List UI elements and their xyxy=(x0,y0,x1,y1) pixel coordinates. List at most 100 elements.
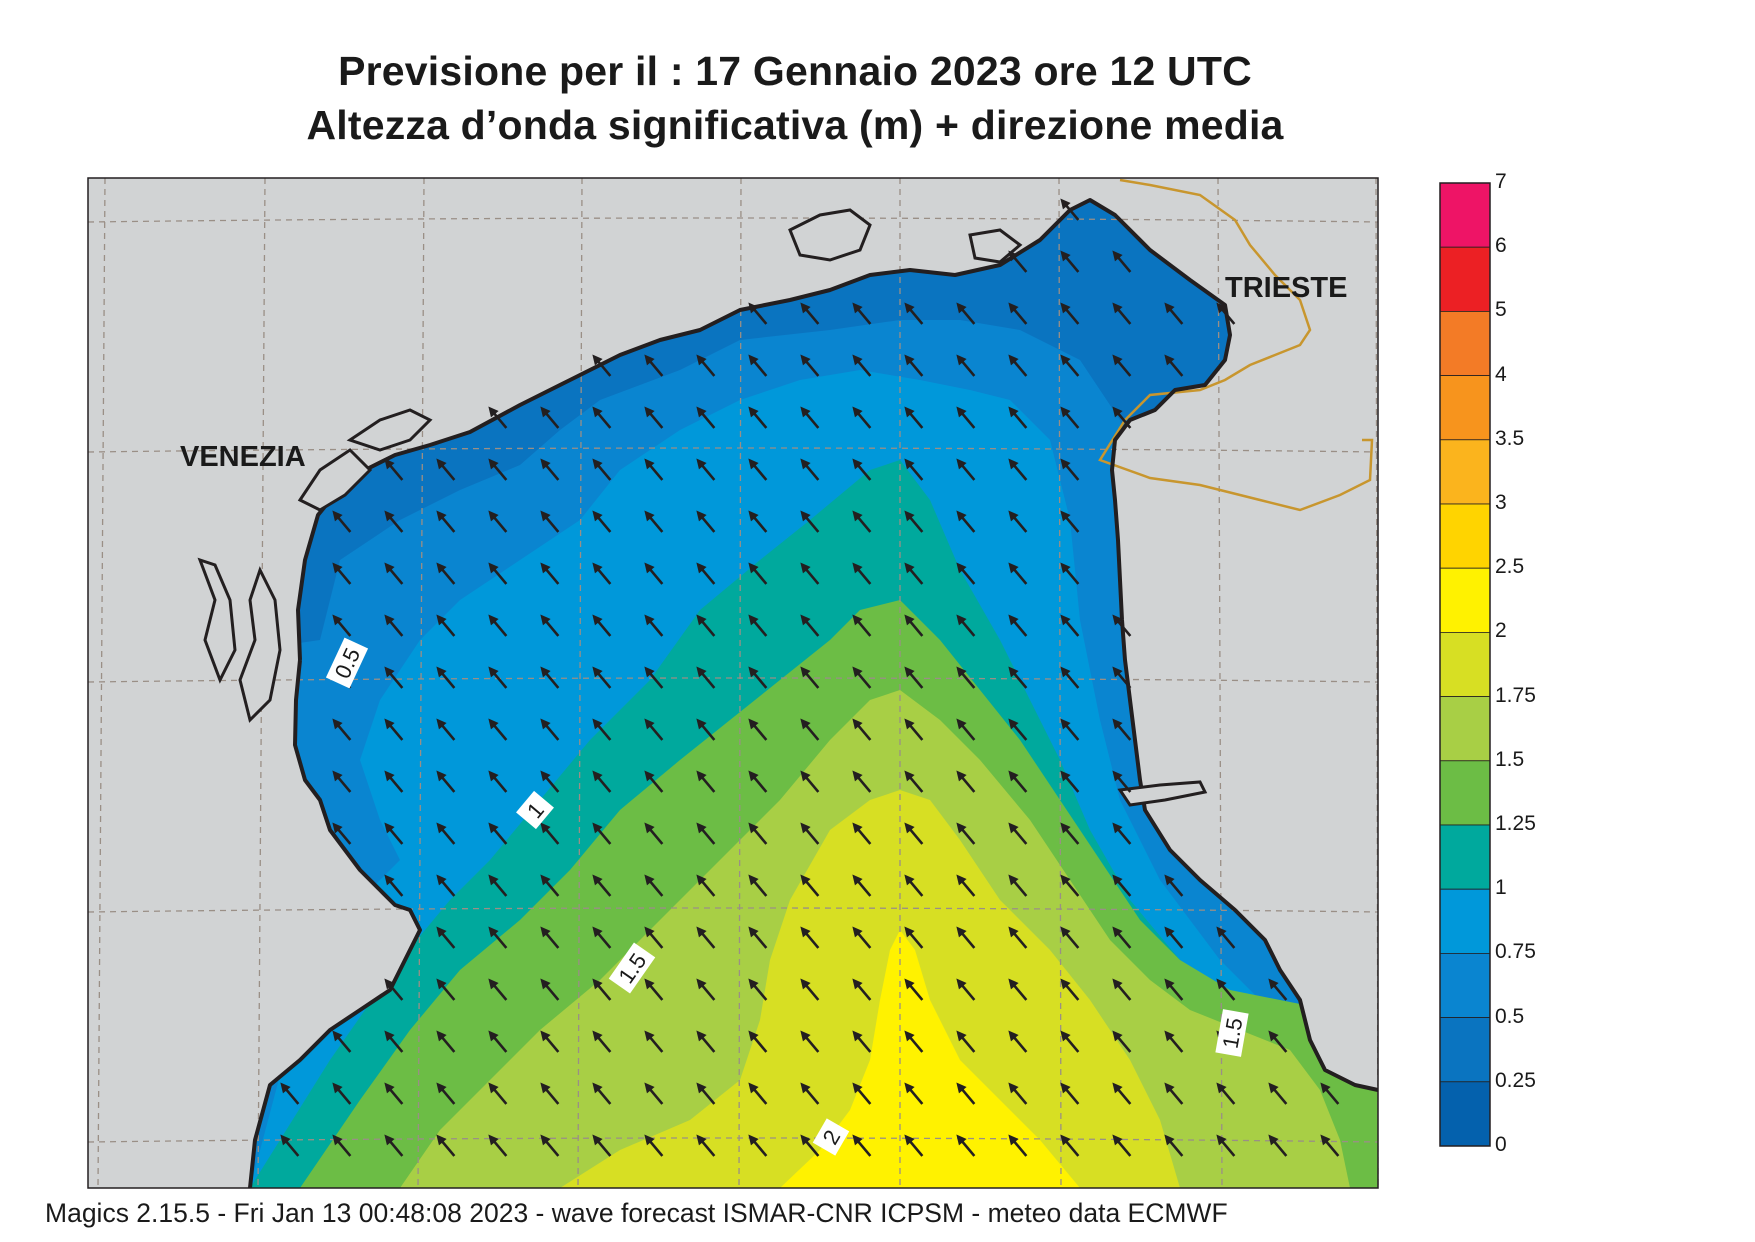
wave-direction-arrow xyxy=(644,874,664,897)
wave-direction-arrow xyxy=(956,458,976,481)
wave-direction-arrow xyxy=(1060,1082,1080,1105)
wave-direction-arrow xyxy=(904,926,924,949)
wave-direction-arrow xyxy=(488,458,508,481)
wave-direction-arrow xyxy=(904,666,924,689)
legend-label: 0.5 xyxy=(1495,1004,1525,1028)
wave-direction-arrow xyxy=(748,458,768,481)
wave-direction-arrow xyxy=(1008,562,1028,585)
wave-direction-arrow xyxy=(540,822,560,845)
map-title-line2: Altezza d’onda significativa (m) + direz… xyxy=(306,102,1284,148)
wave-direction-arrow xyxy=(956,874,976,897)
wave-direction-arrow xyxy=(748,666,768,689)
wave-direction-arrow xyxy=(592,458,612,481)
wave-direction-arrow xyxy=(748,874,768,897)
wave-direction-arrow xyxy=(540,458,560,481)
band-1.75-2 xyxy=(560,790,1180,1188)
wave-direction-arrow xyxy=(1164,354,1184,377)
wave-direction-arrow xyxy=(1008,718,1028,741)
wave-direction-arrow xyxy=(384,770,404,793)
wave-direction-arrow xyxy=(1268,1030,1288,1053)
legend-label: 0.75 xyxy=(1495,940,1536,964)
wave-height-field xyxy=(250,200,1378,1188)
wave-direction-arrow xyxy=(488,926,508,949)
legend-label: 1.5 xyxy=(1495,747,1525,771)
wave-direction-arrow xyxy=(1164,1082,1184,1105)
wave-direction-arrow xyxy=(696,1082,716,1105)
legend-label: 5 xyxy=(1495,298,1507,322)
wave-direction-arrow xyxy=(696,718,716,741)
wave-direction-arrow xyxy=(436,1082,456,1105)
wave-direction-arrow xyxy=(644,718,664,741)
wave-direction-arrow xyxy=(956,406,976,429)
wave-direction-arrow xyxy=(852,406,872,429)
wave-direction-arrow xyxy=(852,302,872,325)
wave-direction-arrow xyxy=(436,458,456,481)
wave-direction-arrow xyxy=(904,1134,924,1157)
wave-direction-arrow xyxy=(644,562,664,585)
wave-direction-arrow xyxy=(592,510,612,533)
wave-direction-arrow xyxy=(800,1082,820,1105)
wave-direction-arrow xyxy=(852,874,872,897)
wave-direction-arrow xyxy=(1060,666,1080,689)
wave-direction-arrow xyxy=(696,926,716,949)
wave-direction-arrow xyxy=(644,978,664,1001)
wave-direction-arrow xyxy=(540,1134,560,1157)
wave-direction-arrow xyxy=(1164,926,1184,949)
wave-direction-arrow xyxy=(1112,666,1132,689)
wave-direction-arrow xyxy=(384,614,404,637)
wave-direction-arrow xyxy=(1060,874,1080,897)
wave-direction-arrow xyxy=(696,614,716,637)
wave-direction-arrow xyxy=(384,666,404,689)
contour-labels: 0.5 1 1.5 1.5 2 xyxy=(325,637,1249,1156)
wave-direction-arrow xyxy=(384,978,404,1001)
wave-direction-arrow xyxy=(1008,354,1028,377)
wave-direction-arrow xyxy=(904,614,924,637)
wave-direction-arrow xyxy=(540,510,560,533)
wave-direction-arrow xyxy=(1060,250,1080,273)
wave-direction-arrow xyxy=(592,614,612,637)
legend-label: 4 xyxy=(1495,362,1507,386)
wave-direction-arrow xyxy=(1112,770,1132,793)
legend-swatch xyxy=(1439,953,1491,1019)
wave-direction-arrow xyxy=(1216,978,1236,1001)
wave-direction-arrow xyxy=(436,666,456,689)
wave-direction-arrow xyxy=(1112,822,1132,845)
legend-swatch xyxy=(1439,824,1491,890)
wave-direction-arrow xyxy=(592,926,612,949)
wave-direction-arrow xyxy=(956,770,976,793)
wave-direction-arrow xyxy=(1164,978,1184,1001)
wave-direction-arrow xyxy=(644,354,664,377)
wave-direction-arrow xyxy=(956,510,976,533)
wave-direction-arrow xyxy=(800,562,820,585)
wave-direction-arrow xyxy=(644,1082,664,1105)
wave-direction-arrow xyxy=(1164,302,1184,325)
wave-direction-arrow xyxy=(852,822,872,845)
wave-direction-arrow xyxy=(852,718,872,741)
wave-direction-arrow xyxy=(852,354,872,377)
wave-direction-arrow xyxy=(644,926,664,949)
legend-swatch xyxy=(1439,1017,1491,1083)
wave-direction-arrow xyxy=(904,770,924,793)
wave-direction-arrow xyxy=(644,770,664,793)
wave-direction-arrow xyxy=(696,978,716,1001)
wave-direction-arrow xyxy=(1008,510,1028,533)
wave-direction-arrow xyxy=(1268,978,1288,1001)
wave-direction-arrow xyxy=(592,978,612,1001)
wave-direction-arrow xyxy=(1112,978,1132,1001)
wave-direction-arrow xyxy=(332,770,352,793)
wave-direction-arrow xyxy=(956,302,976,325)
wave-direction-arrow xyxy=(488,1082,508,1105)
wave-direction-arrow xyxy=(696,562,716,585)
wave-direction-arrow xyxy=(540,718,560,741)
wave-direction-arrow xyxy=(436,614,456,637)
national-border xyxy=(1098,178,1374,512)
wave-direction-arrow xyxy=(800,354,820,377)
wave-direction-arrow xyxy=(1008,770,1028,793)
wave-direction-arrow xyxy=(384,458,404,481)
wave-direction-arrow xyxy=(488,666,508,689)
wave-direction-arrow xyxy=(488,718,508,741)
legend-label: 6 xyxy=(1495,234,1507,258)
legend-swatch xyxy=(1439,375,1491,441)
wave-direction-arrow xyxy=(436,510,456,533)
